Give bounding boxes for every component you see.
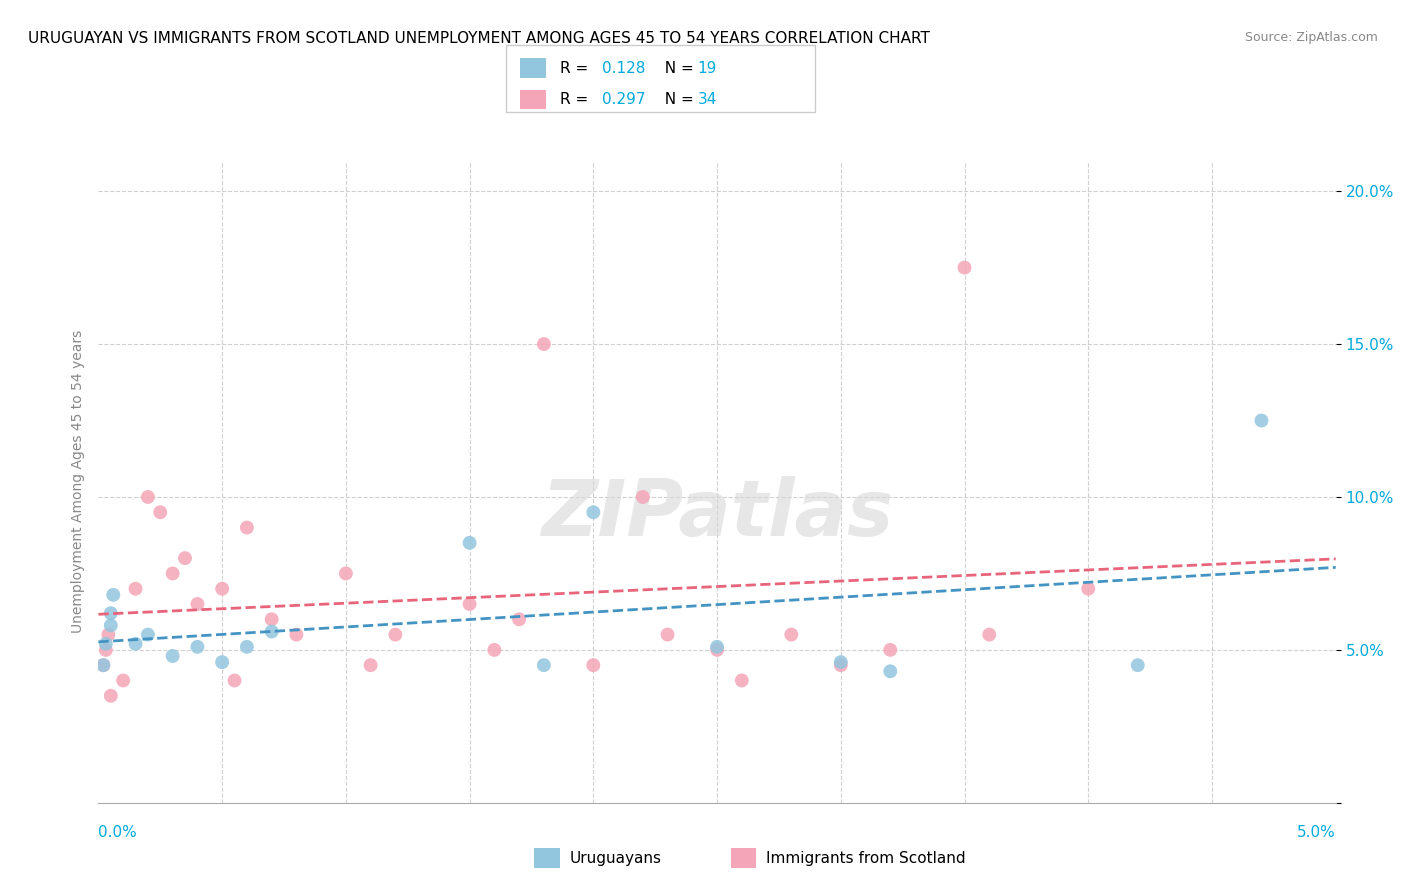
Point [979,627,1001,641]
Y-axis label: Unemployment Among Ages 45 to 54 years: Unemployment Among Ages 45 to 54 years [70,330,84,633]
Point [458,597,481,611]
Point [706,643,728,657]
Point [93,658,115,673]
Point [100,689,122,703]
Point [100,618,122,632]
Text: R =: R = [560,61,593,76]
Text: R =: R = [560,92,593,107]
Text: N =: N = [655,92,699,107]
Point [508,612,530,626]
Point [780,627,803,641]
Text: 0.297: 0.297 [602,92,645,107]
Point [953,260,976,275]
Point [1126,658,1149,673]
Point [124,637,146,651]
Point [211,655,233,669]
Point [879,665,901,679]
Point [830,658,852,673]
Point [236,640,259,654]
Text: 19: 19 [697,61,717,76]
Point [174,551,197,566]
Point [162,648,184,663]
Text: 0.0%: 0.0% [98,825,138,840]
Point [657,627,679,641]
Point [631,490,654,504]
Text: 34: 34 [697,92,717,107]
Point [260,624,283,639]
Text: 0.128: 0.128 [602,61,645,76]
Text: Source: ZipAtlas.com: Source: ZipAtlas.com [1244,31,1378,45]
Text: Immigrants from Scotland: Immigrants from Scotland [766,851,966,865]
Point [285,627,308,641]
Point [136,627,159,641]
Point [236,520,259,534]
Point [186,597,208,611]
Point [706,640,728,654]
Point [582,658,605,673]
Point [582,505,605,519]
Point [879,643,901,657]
Text: N =: N = [655,61,699,76]
Point [186,640,208,654]
Text: URUGUAYAN VS IMMIGRANTS FROM SCOTLAND UNEMPLOYMENT AMONG AGES 45 TO 54 YEARS COR: URUGUAYAN VS IMMIGRANTS FROM SCOTLAND UN… [28,31,929,46]
Point [94,643,117,657]
Point [260,612,283,626]
Point [136,490,159,504]
Point [830,655,852,669]
Text: 5.0%: 5.0% [1296,825,1336,840]
Point [458,536,481,550]
Point [1250,413,1272,427]
Point [731,673,754,688]
Text: Uruguayans: Uruguayans [569,851,661,865]
Point [484,643,506,657]
Point [533,658,555,673]
Point [384,627,406,641]
Point [94,637,117,651]
Point [211,582,233,596]
Point [360,658,382,673]
Point [533,337,555,351]
Point [149,505,172,519]
Point [93,658,115,673]
Point [100,606,122,620]
Point [112,673,135,688]
Point [335,566,357,581]
Point [124,582,146,596]
Text: ZIPatlas: ZIPatlas [541,475,893,552]
Point [97,627,120,641]
Point [162,566,184,581]
Point [103,588,125,602]
Point [224,673,246,688]
Point [1077,582,1099,596]
